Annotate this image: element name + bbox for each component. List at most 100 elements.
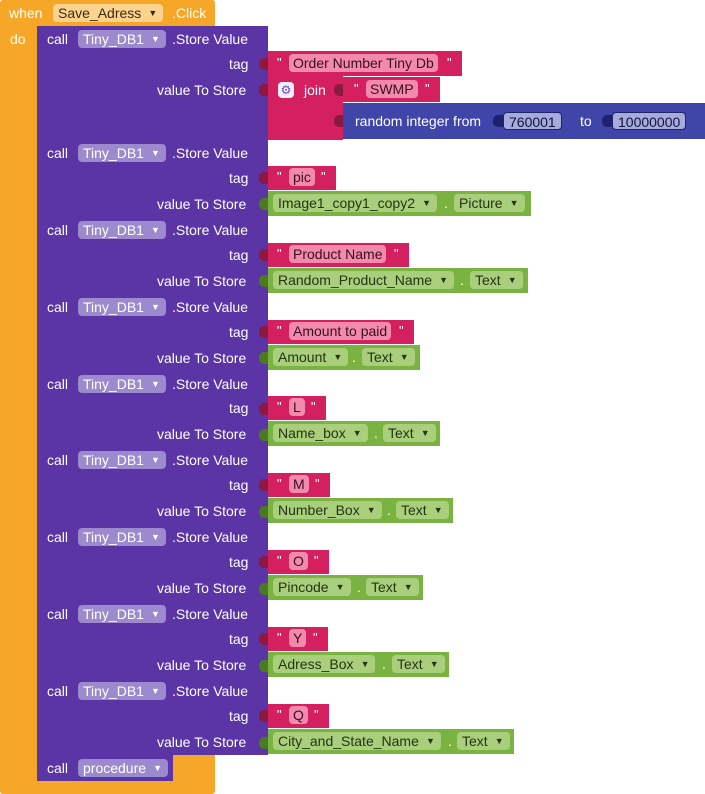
getter-property-dropdown[interactable]: Text ▼	[366, 578, 419, 596]
getter-component-dropdown[interactable]: Amount ▼	[273, 348, 349, 366]
tag-label: tag	[229, 554, 249, 570]
getter-property: Text	[388, 425, 414, 441]
dot-separator: .	[444, 195, 448, 211]
method-label: .Store Value	[172, 222, 249, 238]
socket-notch	[259, 429, 269, 441]
tag-string[interactable]: Y	[289, 629, 307, 647]
quote-open: "	[277, 323, 282, 338]
tinydb-dropdown[interactable]: Tiny_DB1 ▼	[78, 605, 166, 623]
when-label: when	[9, 5, 43, 21]
tag-string[interactable]: Amount to paid	[289, 322, 392, 340]
quote-open: "	[277, 476, 282, 491]
chevron-down-icon: ▼	[333, 352, 343, 362]
tag-string[interactable]: L	[289, 398, 305, 416]
procedure-name: procedure	[83, 760, 147, 776]
tinydb-name: Tiny_DB1	[83, 606, 144, 622]
join-string[interactable]: SWMP	[366, 80, 418, 98]
getter-property-dropdown[interactable]: Text ▼	[396, 501, 449, 519]
getter-component-dropdown[interactable]: Image1_copy1_copy2 ▼	[273, 194, 437, 212]
gear-icon[interactable]: ⚙	[278, 82, 294, 98]
call-label: call	[47, 529, 69, 545]
quote-open: "	[277, 553, 282, 568]
chevron-down-icon: ▼	[151, 379, 160, 389]
component-name: Save_Adress	[58, 5, 142, 21]
getter-component-dropdown[interactable]: Pincode ▼	[273, 578, 351, 596]
tinydb-dropdown[interactable]: Tiny_DB1 ▼	[78, 144, 166, 162]
dot-separator: .	[382, 656, 386, 672]
tinydb-dropdown[interactable]: Tiny_DB1 ▼	[78, 682, 166, 700]
to-number[interactable]: 10000000	[612, 112, 687, 130]
socket-notch	[334, 84, 344, 96]
chevron-down-icon: ▼	[507, 275, 517, 285]
chevron-down-icon: ▼	[425, 736, 435, 746]
quote-close: "	[315, 476, 320, 491]
tinydb-dropdown[interactable]: Tiny_DB1 ▼	[78, 298, 166, 316]
getter-property-dropdown[interactable]: Picture ▼	[454, 194, 525, 212]
getter-component-dropdown[interactable]: City_and_State_Name ▼	[273, 732, 441, 750]
quote-close: "	[311, 399, 316, 414]
getter-property: Text	[371, 579, 397, 595]
tag-label: tag	[229, 170, 249, 186]
socket-notch	[259, 249, 269, 261]
tinydb-dropdown[interactable]: Tiny_DB1 ▼	[78, 221, 166, 239]
value-label: value To Store	[157, 734, 247, 750]
tag-string[interactable]: M	[289, 475, 309, 493]
tag-string[interactable]: Product Name	[289, 245, 387, 263]
tinydb-dropdown[interactable]: Tiny_DB1 ▼	[78, 451, 166, 469]
tinydb-name: Tiny_DB1	[83, 452, 144, 468]
call-label: call	[47, 31, 69, 47]
getter-component-dropdown[interactable]: Random_Product_Name ▼	[273, 271, 455, 289]
method-label: .Store Value	[172, 299, 249, 315]
getter-property-dropdown[interactable]: Text ▼	[362, 348, 415, 366]
getter-component: Number_Box	[278, 502, 360, 518]
chevron-down-icon: ▼	[422, 198, 431, 208]
quote-close: "	[314, 707, 319, 722]
chevron-down-icon: ▼	[151, 686, 160, 696]
tinydb-dropdown[interactable]: Tiny_DB1 ▼	[78, 528, 166, 546]
tag-label: tag	[229, 708, 249, 724]
quote-close: "	[321, 169, 326, 184]
tag-string[interactable]: O	[289, 552, 308, 570]
socket-notch	[259, 403, 269, 415]
component-dropdown[interactable]: Save_Adress ▼	[53, 4, 164, 22]
chevron-down-icon: ▼	[151, 609, 160, 619]
getter-component: Pincode	[278, 579, 329, 595]
tinydb-dropdown[interactable]: Tiny_DB1 ▼	[78, 375, 166, 393]
getter-property-dropdown[interactable]: Text ▼	[470, 271, 523, 289]
quote-close: "	[313, 630, 318, 645]
getter-property-dropdown[interactable]: Text ▼	[383, 424, 436, 442]
tag-label: tag	[229, 631, 249, 647]
chevron-down-icon: ▼	[420, 428, 430, 438]
tag-string[interactable]: pic	[289, 168, 315, 186]
chevron-down-icon: ▼	[360, 659, 370, 669]
tinydb-dropdown[interactable]: Tiny_DB1 ▼	[78, 30, 166, 48]
dot-separator: .	[448, 733, 452, 749]
getter-property: Text	[397, 656, 423, 672]
socket-notch	[259, 660, 269, 672]
getter-component-dropdown[interactable]: Name_box ▼	[273, 424, 368, 442]
quote-open: "	[277, 707, 282, 722]
getter-component: Image1_copy1_copy2	[278, 195, 415, 211]
socket-notch	[259, 737, 269, 749]
dot-separator: .	[387, 502, 391, 518]
getter-property: Text	[367, 349, 393, 365]
tag-string[interactable]: Order Number Tiny Db	[289, 54, 438, 72]
tag-string[interactable]: Q	[289, 706, 308, 724]
getter-property: Text	[401, 502, 427, 518]
method-label: .Store Value	[172, 452, 249, 468]
chevron-down-icon: ▼	[403, 582, 413, 592]
dot-separator: .	[352, 349, 356, 365]
chevron-down-icon: ▼	[151, 302, 160, 312]
chevron-down-icon: ▼	[151, 455, 160, 465]
call-label: call	[47, 145, 69, 161]
getter-property-dropdown[interactable]: Text ▼	[457, 732, 510, 750]
getter-component-dropdown[interactable]: Adress_Box ▼	[273, 655, 376, 673]
call-label: call	[47, 606, 69, 622]
chevron-down-icon: ▼	[335, 582, 345, 592]
getter-property-dropdown[interactable]: Text ▼	[392, 655, 445, 673]
getter-component: City_and_State_Name	[278, 733, 419, 749]
getter-component-dropdown[interactable]: Number_Box ▼	[273, 501, 382, 519]
procedure-dropdown[interactable]: procedure ▼	[78, 759, 169, 777]
tinydb-name: Tiny_DB1	[83, 529, 144, 545]
from-number[interactable]: 760001	[503, 112, 562, 130]
